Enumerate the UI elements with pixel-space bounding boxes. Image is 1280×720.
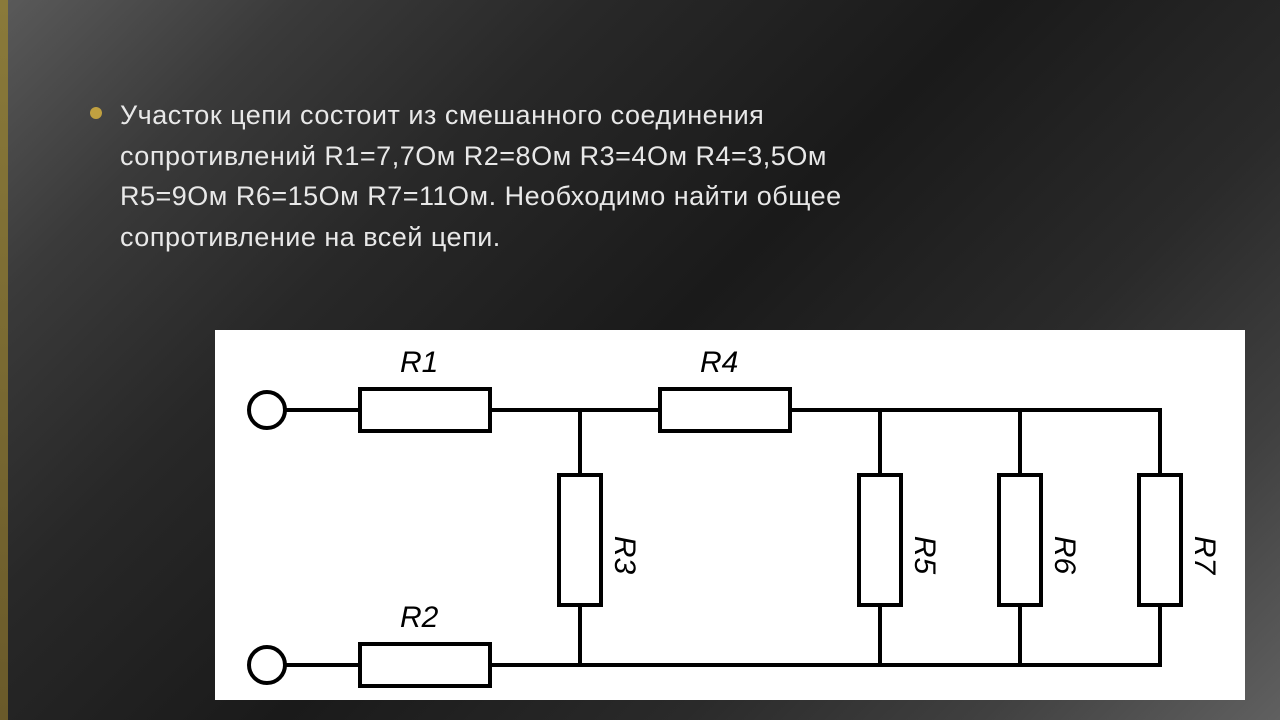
resistor-r5: [859, 475, 901, 605]
resistor-label-r7: R7: [1188, 536, 1221, 576]
resistor-label-r6: R6: [1048, 536, 1081, 575]
terminal: [249, 392, 285, 428]
resistor-r3: [559, 475, 601, 605]
text-line-3: R5=9Ом R6=15Ом R7=11Ом. Необходимо найти…: [120, 181, 842, 211]
text-line-1: Участок цепи состоит из смешанного соеди…: [120, 100, 764, 130]
text-line-4: сопротивление на всей цепи.: [120, 222, 501, 252]
resistor-r4: [660, 389, 790, 431]
resistor-r6: [999, 475, 1041, 605]
text-line-2: сопротивлений R1=7,7Ом R2=8Ом R3=4Ом R4=…: [120, 141, 827, 171]
resistor-r1: [360, 389, 490, 431]
circuit-svg: R1 R2 R3 R4 R5 R6 R7: [215, 330, 1245, 700]
terminal: [249, 647, 285, 683]
resistor-label-r2: R2: [400, 601, 439, 634]
resistor-label-r3: R3: [608, 536, 641, 575]
resistor-label-r1: R1: [400, 346, 438, 379]
problem-block: Участок цепи состоит из смешанного соеди…: [90, 95, 1190, 257]
slide-accent-line: [0, 0, 8, 720]
bullet-icon: [90, 107, 102, 119]
problem-text: Участок цепи состоит из смешанного соеди…: [120, 95, 842, 257]
resistor-label-r4: R4: [700, 346, 738, 379]
resistor-r2: [360, 644, 490, 686]
circuit-diagram: R1 R2 R3 R4 R5 R6 R7: [215, 330, 1245, 700]
resistor-r7: [1139, 475, 1181, 605]
resistor-label-r5: R5: [908, 536, 941, 575]
